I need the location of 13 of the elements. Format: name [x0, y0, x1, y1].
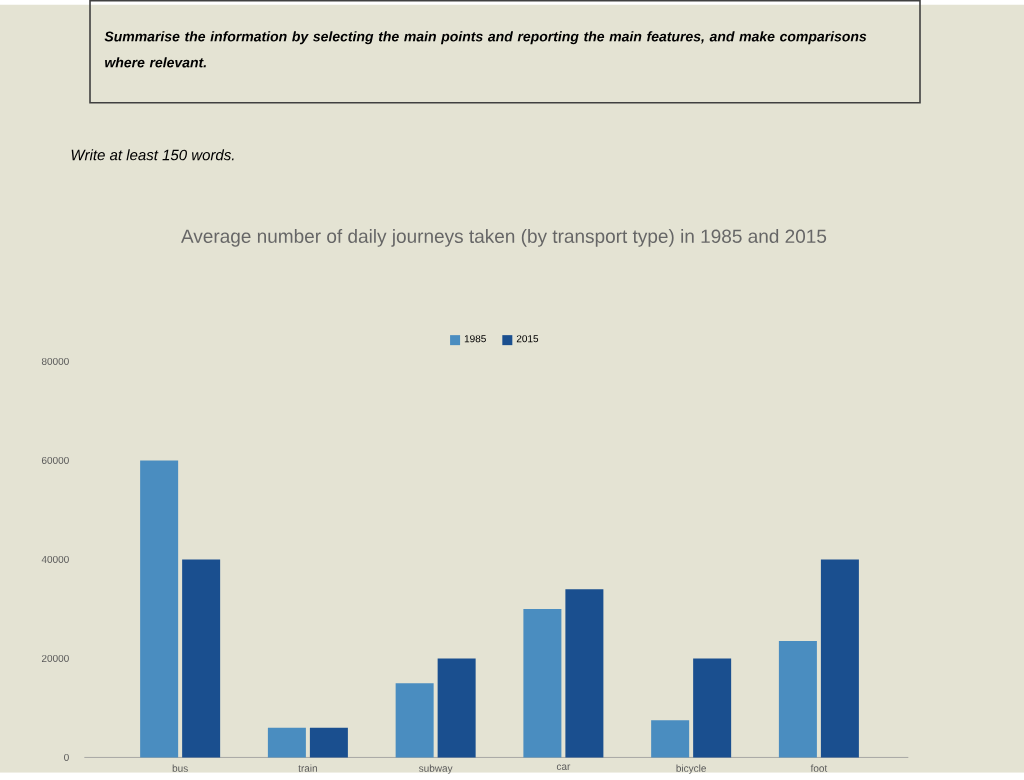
bar	[309, 727, 348, 758]
bar	[182, 559, 221, 758]
bar	[140, 460, 179, 758]
bar	[693, 658, 732, 758]
bar	[778, 640, 817, 758]
bar	[820, 559, 859, 758]
bar	[437, 658, 476, 758]
bar	[395, 682, 434, 758]
bar	[651, 720, 690, 758]
bar	[523, 608, 562, 758]
bar	[565, 588, 604, 758]
bar	[267, 727, 306, 758]
chart-title: Average number of daily journeys taken (by transport type) in 1985 and 2015	[181, 228, 827, 247]
